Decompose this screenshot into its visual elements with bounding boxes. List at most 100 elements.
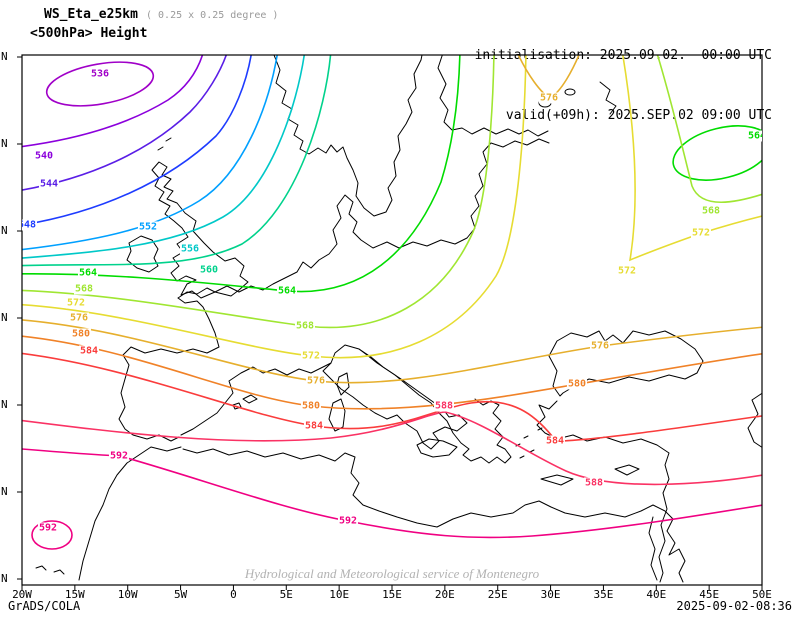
watermark-text: Hydrological and Meteorological service …	[244, 566, 540, 581]
coast-sicily	[416, 438, 458, 458]
contour-label-580: 580	[300, 400, 322, 412]
x-tick-label: 0	[230, 588, 237, 601]
contour-588	[22, 411, 762, 486]
contour-572-main	[22, 55, 527, 359]
x-tick-label: 5E	[279, 588, 293, 601]
coast-atlantic-iberia	[118, 297, 220, 442]
contour-label-576: 576	[589, 340, 611, 352]
contour-556	[22, 55, 306, 259]
contour-label-572: 572	[300, 350, 322, 362]
creation-timestamp: 2025-09-02-08:36	[676, 599, 792, 613]
coast-black-sea	[548, 330, 704, 397]
coast-med-north	[180, 362, 332, 436]
coast-russian-lakes	[599, 81, 617, 115]
contour-label-548: 548	[22, 219, 38, 231]
coast-corsica	[336, 372, 350, 396]
coast-balearics	[232, 394, 258, 410]
contour-label-580: 580	[70, 328, 92, 340]
x-tick-label: 35E	[593, 588, 614, 601]
contour-580	[22, 335, 762, 410]
contour-label-564: 564	[276, 285, 298, 297]
contour-label-540: 540	[33, 150, 55, 162]
contour-568-main	[22, 55, 495, 329]
coast-ireland	[126, 235, 159, 273]
coast-caspian	[747, 392, 762, 448]
contour-label-536: 536	[89, 68, 111, 80]
coast-canary	[35, 565, 65, 575]
coast-sardinia	[328, 398, 346, 432]
x-tick-label: 15E	[382, 588, 402, 601]
coast-britain	[151, 161, 249, 299]
x-tick-label: 20E	[434, 588, 455, 601]
field-title: <500hPa> Height	[30, 26, 148, 41]
contour-572-ne	[621, 55, 762, 262]
contour-544	[22, 55, 228, 191]
y-tick-label: N	[1, 485, 8, 498]
contour-552	[22, 55, 278, 251]
coast-crete	[540, 474, 574, 486]
x-tick-label: 40E	[646, 588, 667, 601]
y-tick-label: N	[1, 572, 8, 585]
y-tick-label: N	[1, 311, 8, 324]
x-tick-label: 45E	[699, 588, 720, 601]
resolution-note: ( 0.25 x 0.25 degree )	[146, 10, 279, 21]
contour-540	[22, 55, 204, 148]
valid-line: valid(+09h): 2025.SEP.02 09:00 UTC	[505, 108, 772, 123]
contour-label-568: 568	[73, 283, 95, 295]
contour-label-592: 592	[108, 450, 130, 462]
lake-onega	[564, 88, 576, 96]
contour-label-576: 576	[305, 375, 327, 387]
contour-564-ne-low	[672, 125, 762, 181]
coast-cyprus	[614, 464, 640, 476]
contour-576-south	[22, 319, 762, 384]
contour-label-588: 588	[583, 477, 605, 489]
contour-label-580: 580	[566, 378, 588, 390]
x-tick-label: 5W	[173, 588, 188, 601]
coast-italy	[322, 344, 468, 450]
contour-560	[22, 55, 332, 267]
y-tick-label: N	[1, 50, 8, 63]
contour-label-592: 592	[37, 522, 59, 534]
coast-africa-med	[182, 448, 686, 583]
contour-label-556: 556	[179, 243, 201, 255]
map-area: 536 540 544 548 552 556 560 564 564 564 568 568 568 5…	[22, 55, 762, 585]
x-tick-label: 25E	[487, 588, 508, 601]
y-tick-label: N	[1, 398, 8, 411]
x-tick-label: 20W	[12, 588, 32, 601]
contour-label-584: 584	[544, 435, 566, 447]
contour-label-572: 572	[65, 297, 87, 309]
coast-baltic-mainland	[177, 138, 550, 299]
contour-568-ne	[656, 55, 762, 203]
x-tick-label: 50E	[752, 588, 772, 601]
x-tick-label: 15W	[64, 588, 85, 601]
axis-tick-marks	[17, 56, 763, 590]
contour-label-576: 576	[538, 92, 560, 104]
contour-548	[22, 55, 252, 226]
y-tick-label: N	[1, 224, 8, 237]
coast-shetland	[157, 137, 172, 151]
model-name: WS_Eta_e25km	[44, 7, 138, 22]
contour-label-584: 584	[303, 420, 325, 432]
run-info: initialisation: 2025.09.02. 00:00 UTC va…	[475, 6, 772, 166]
contour-label-588: 588	[433, 400, 455, 412]
x-tick-label: 10E	[329, 588, 350, 601]
contour-label-568: 568	[700, 205, 722, 217]
contour-536-low	[45, 61, 155, 107]
contour-label-544: 544	[38, 178, 60, 190]
x-tick-label: 10W	[117, 588, 138, 601]
coast-balkans-greece	[358, 348, 512, 464]
y-tick-label: N	[1, 137, 8, 150]
contour-584	[22, 352, 762, 442]
contour-label-564: 564	[746, 130, 762, 142]
contour-564-main	[22, 55, 461, 293]
contour-label-560: 560	[198, 264, 220, 276]
contour-label-568: 568	[294, 320, 316, 332]
contour-label-576: 576	[68, 312, 90, 324]
x-tick-label: 30E	[540, 588, 561, 601]
contour-label-584: 584	[78, 345, 100, 357]
contour-label-572: 572	[690, 227, 712, 239]
contour-label-552: 552	[137, 221, 159, 233]
generator-credit: GrADS/COLA	[8, 599, 81, 613]
contour-label-564: 564	[77, 267, 99, 279]
